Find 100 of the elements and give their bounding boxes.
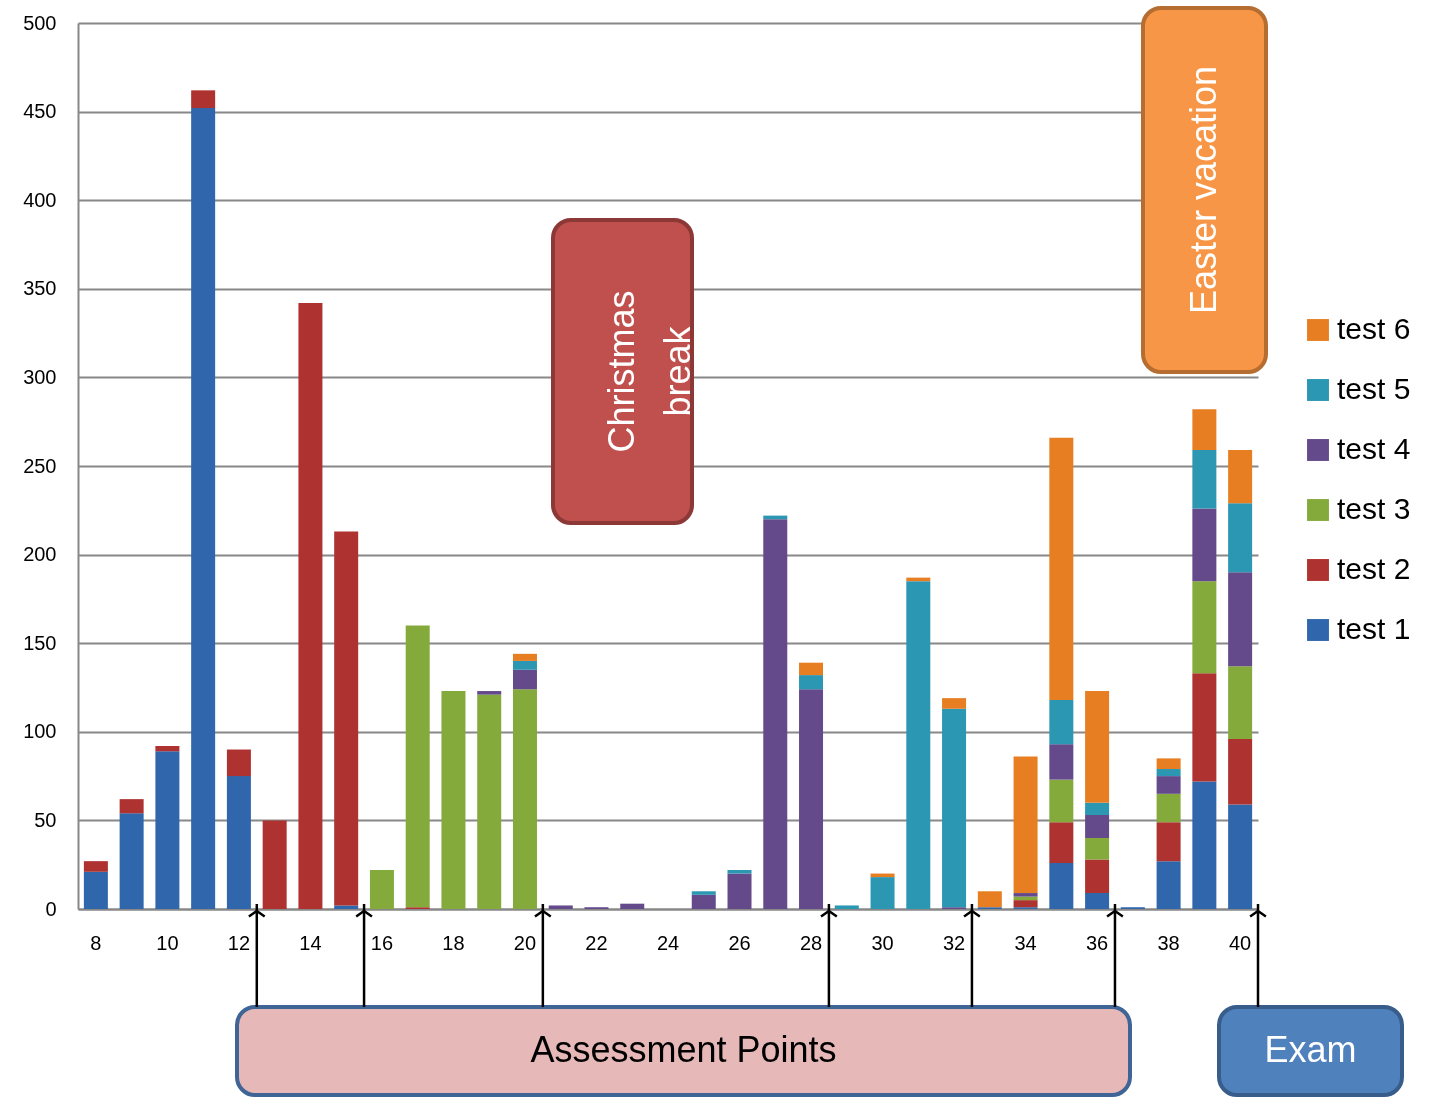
bar [83, 861, 108, 872]
x-tick-label: 18 [442, 931, 465, 954]
x-tick-label: 16 [370, 931, 394, 954]
bar [691, 891, 716, 895]
x-tick-label: 26 [728, 931, 751, 954]
bar [1192, 781, 1217, 909]
x-tick-label: 30 [871, 931, 894, 954]
bar [870, 877, 895, 909]
bar [1085, 859, 1110, 894]
x-tick-label: 36 [1085, 931, 1109, 954]
bar [1156, 822, 1181, 862]
bar [334, 905, 359, 909]
bar [1156, 758, 1181, 770]
x-tick-label: 12 [227, 931, 251, 954]
legend-label: test 6 [1337, 312, 1411, 345]
y-tick-label: 50 [34, 808, 57, 831]
text: Assessment Points [530, 1029, 837, 1070]
bar [727, 870, 752, 874]
bar [512, 653, 537, 661]
bar [1049, 437, 1074, 700]
bar [226, 749, 251, 777]
bar [119, 799, 144, 814]
x-tick-label: 38 [1157, 931, 1180, 954]
x-tick-label: 8 [90, 931, 102, 954]
bar [1085, 893, 1110, 909]
y-tick-label: 100 [23, 720, 57, 743]
bar [799, 689, 824, 909]
bar [763, 519, 788, 909]
x-tick-label: 20 [513, 931, 537, 954]
bar [1228, 503, 1253, 573]
bar [1192, 450, 1217, 509]
bar [477, 694, 502, 909]
y-tick-label: 350 [23, 277, 57, 300]
bar [727, 873, 752, 909]
bar [155, 751, 180, 909]
bar [1228, 738, 1253, 805]
bar [1192, 409, 1217, 451]
bar [1085, 691, 1110, 803]
bar [1049, 822, 1074, 863]
bar [155, 745, 180, 752]
x-tick-label: 34 [1014, 931, 1037, 954]
legend-label: test 5 [1337, 372, 1411, 405]
bar [942, 698, 967, 709]
x-tick-label: 24 [656, 931, 680, 954]
bar [977, 891, 1002, 908]
bar [119, 813, 144, 909]
text: Exam [1264, 1029, 1357, 1070]
y-tick-label: 450 [23, 100, 57, 123]
legend-label: test 4 [1337, 432, 1411, 465]
y-tick-label: 250 [23, 454, 57, 477]
bar [191, 90, 216, 109]
bar [1049, 744, 1074, 780]
bar [1049, 862, 1074, 909]
annotation: Christmas break [600, 290, 698, 453]
x-tick-label: 40 [1229, 931, 1252, 954]
bar [1228, 572, 1253, 667]
legend-label: test 2 [1337, 552, 1411, 585]
bar [1013, 756, 1038, 894]
bar [512, 669, 537, 690]
bar [441, 691, 466, 909]
bar [262, 820, 287, 909]
bar [1156, 769, 1181, 777]
bar [1156, 793, 1181, 823]
bar [1228, 666, 1253, 739]
bar [1228, 450, 1253, 504]
bar [334, 531, 359, 906]
bar [1013, 900, 1038, 908]
bar [226, 776, 251, 909]
y-tick-label: 500 [23, 11, 57, 34]
legend-label: test 1 [1337, 612, 1411, 645]
bar [1013, 893, 1038, 897]
bar [1192, 673, 1217, 782]
bar [512, 660, 537, 670]
bar [620, 903, 645, 909]
bar [691, 894, 716, 909]
bar [477, 691, 502, 695]
y-tick-label: 400 [23, 188, 57, 211]
bar [369, 870, 394, 909]
bar [799, 675, 824, 690]
x-tick-label: 32 [942, 931, 966, 954]
x-tick-label: 14 [299, 931, 322, 954]
legend-label: test 3 [1337, 492, 1411, 525]
x-tick-label: 10 [156, 931, 179, 954]
bar [834, 905, 859, 909]
bar [1049, 699, 1074, 745]
annotation: Easter vacation [1182, 65, 1224, 315]
bar [1085, 815, 1110, 839]
y-tick-label: 150 [23, 631, 57, 654]
bar [942, 708, 967, 908]
bar [1192, 508, 1217, 582]
y-tick-label: 0 [45, 897, 57, 920]
x-tick-label: 28 [799, 931, 823, 954]
bar [799, 662, 824, 676]
bar [1156, 776, 1181, 794]
bar [1085, 838, 1110, 860]
bar [548, 905, 573, 909]
bar [191, 108, 216, 909]
bar [512, 689, 537, 909]
x-tick-label: 22 [585, 931, 608, 954]
bar [1228, 804, 1253, 909]
